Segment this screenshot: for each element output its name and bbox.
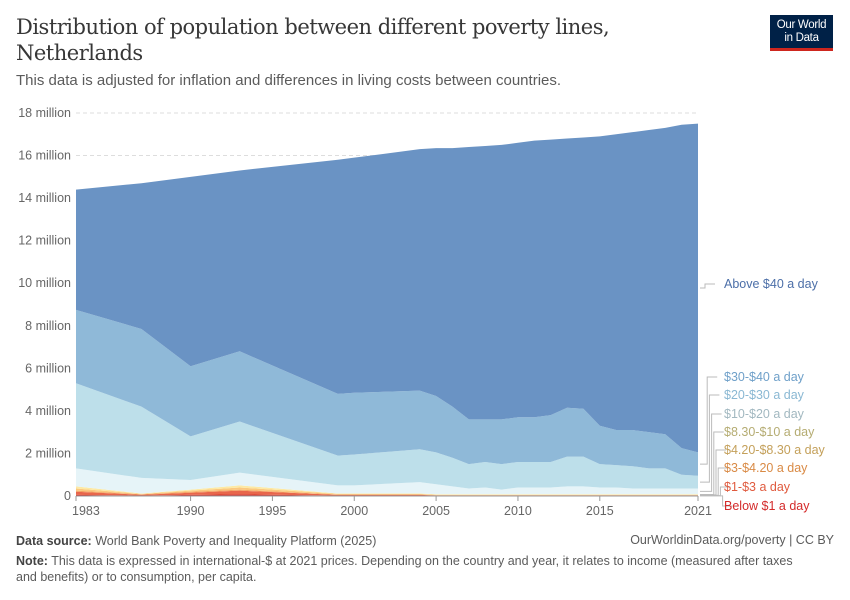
data-source: Data source: World Bank Poverty and Ineq… xyxy=(16,533,376,549)
x-tick-label: 2021 xyxy=(684,504,712,518)
chart-subtitle: This data is adjusted for inflation and … xyxy=(16,72,562,89)
source-label: Data source: xyxy=(16,534,92,548)
area--4-20-8-30-a-day[interactable] xyxy=(76,487,698,496)
x-tick-label: 2015 xyxy=(586,504,614,518)
area--20-30-a-day[interactable] xyxy=(76,383,698,490)
y-tick-label: 4 million xyxy=(25,404,71,418)
y-tick-label: 10 million xyxy=(18,276,71,290)
y-tick-label: 18 million xyxy=(18,106,71,120)
y-tick-label: 6 million xyxy=(25,361,71,375)
chart-title: Distribution of population between diffe… xyxy=(16,15,610,65)
x-tick-label: 1995 xyxy=(259,504,287,518)
x-tick-label: 2000 xyxy=(340,504,368,518)
legend-label[interactable]: Below $1 a day xyxy=(724,499,810,513)
legend-leader-line xyxy=(700,283,715,289)
legend-leader-line xyxy=(700,413,722,492)
y-tick-label: 2 million xyxy=(25,446,71,460)
area--30-40-a-day[interactable] xyxy=(76,309,698,476)
legend-leader-line xyxy=(700,394,720,483)
owid-logo[interactable]: Our World in Data xyxy=(770,15,833,51)
legend-label[interactable]: $30-$40 a day xyxy=(724,370,805,384)
stacked-area-chart: 0 2 million 4 million 6 million 8 million 10 … xyxy=(18,106,826,518)
x-tick-label: 2005 xyxy=(422,504,450,518)
note-text: This data is expressed in international-… xyxy=(16,554,793,584)
note: Note: This data is expressed in internat… xyxy=(16,553,816,585)
y-tick-label: 12 million xyxy=(18,234,71,248)
legend-leader-line xyxy=(700,449,726,496)
legend-label[interactable]: $20-$30 a day xyxy=(724,388,805,402)
x-tick-label: 2010 xyxy=(504,504,532,518)
area-above-40-a-day[interactable] xyxy=(76,123,698,453)
legend-leader-line xyxy=(700,495,733,507)
legend-label[interactable]: $3-$4.20 a day xyxy=(724,461,808,475)
x-tick-label: 1983 xyxy=(72,504,100,518)
y-tick-label: 8 million xyxy=(25,319,71,333)
area--10-20-a-day[interactable] xyxy=(76,468,698,495)
area--1-3-a-day[interactable] xyxy=(76,490,698,496)
legend-label[interactable]: Above $40 a day xyxy=(724,277,819,291)
y-tick-label: 0 xyxy=(64,489,71,503)
y-tick-label: 14 million xyxy=(18,191,71,205)
legend-label[interactable]: $10-$20 a day xyxy=(724,407,805,421)
y-tick-label: 16 million xyxy=(18,149,71,163)
source-link[interactable]: OurWorldinData.org/poverty | CC BY xyxy=(630,533,834,547)
legend-label[interactable]: $1-$3 a day xyxy=(724,480,791,494)
area--8-30-10-a-day[interactable] xyxy=(76,485,698,495)
legend-label[interactable]: $4.20-$8.30 a day xyxy=(724,443,826,457)
note-label: Note: xyxy=(16,554,48,568)
legend-leader-line xyxy=(700,376,718,465)
legend-label[interactable]: $8.30-$10 a day xyxy=(724,425,815,439)
source-text: World Bank Poverty and Inequality Platfo… xyxy=(95,534,377,548)
x-tick-label: 1990 xyxy=(177,504,205,518)
